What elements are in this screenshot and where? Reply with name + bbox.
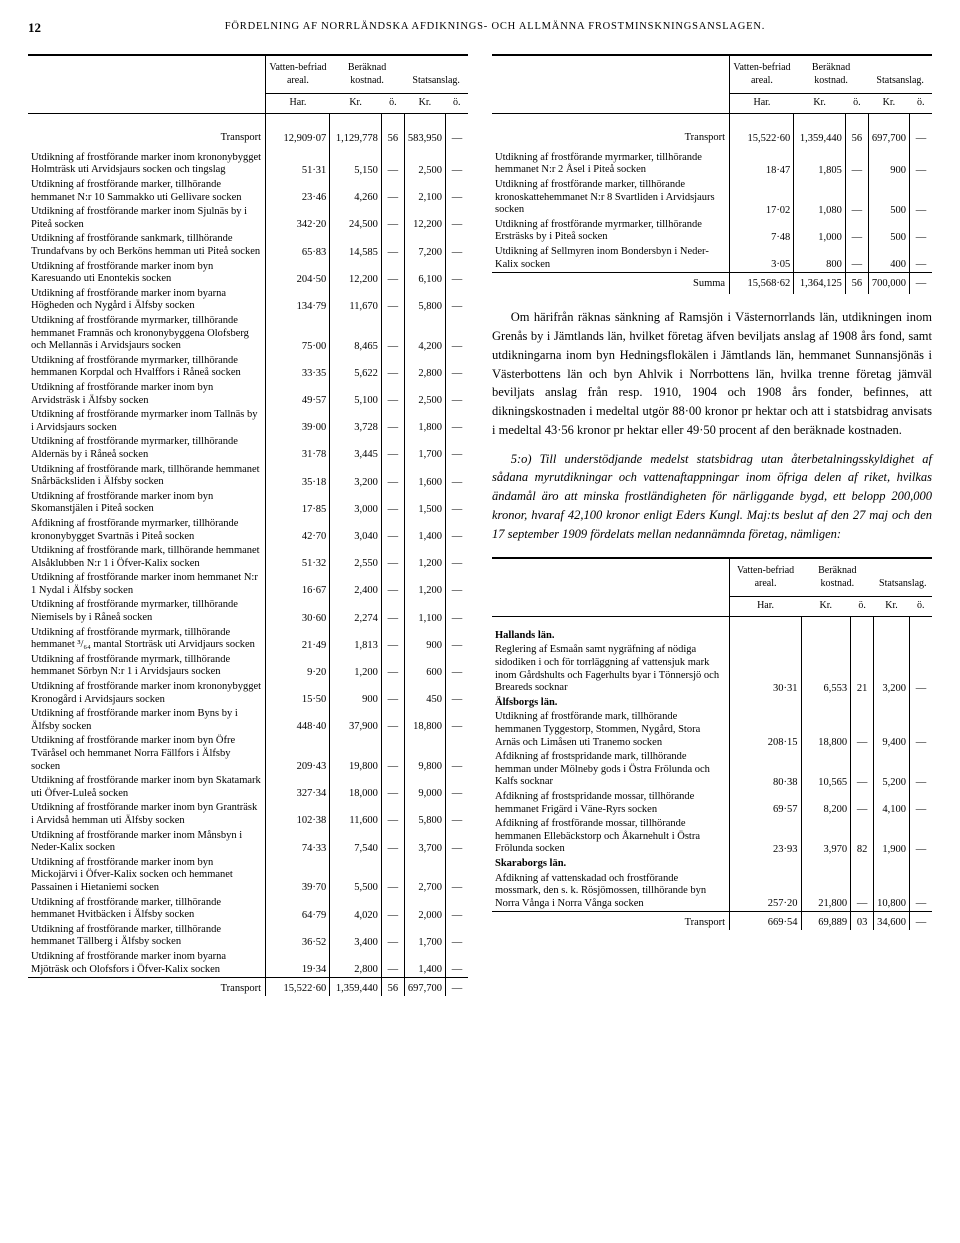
sub-o2: ö.	[446, 94, 469, 114]
table-row: Utdikning af frostförande marker, tillhö…	[492, 178, 932, 218]
table-row: Utdikning af frostförande marker inom Må…	[28, 829, 468, 856]
table-row: Reglering af Esmaån samt nygräfning af n…	[492, 643, 932, 695]
table-row: Utdikning af frostförande marker inom by…	[28, 381, 468, 408]
table-row: Utdikning af frostförande marker inom by…	[28, 490, 468, 517]
transport-row: Transport 15,522·60 1,359,440 56 697,700…	[492, 126, 932, 151]
col-header-anslag: Statsanslag.	[404, 55, 468, 94]
table-row: Utdikning af frostförande marker inom by…	[28, 774, 468, 801]
table-row: Utdikning af frostförande mark, tillhöra…	[28, 544, 468, 571]
right-column: Vatten-befriad areal. Beräknad kostnad. …	[492, 54, 932, 996]
table-row: Utdikning af frostförande myrmarker, til…	[492, 151, 932, 178]
table-row: Utdikning af frostförande myrmark, tillh…	[28, 653, 468, 680]
table-row: Utdikning af frostförande marker inom By…	[28, 707, 468, 734]
section-header-row: Älfsborgs län.	[492, 696, 932, 711]
col-header-kostnad: Beräknad kostnad.	[330, 55, 405, 94]
btm-transport-row: Transport669·5469,8890334,600—	[492, 912, 932, 931]
sub-kr: Kr.	[330, 94, 382, 114]
paragraph-2: 5:o) Till understödjande medelst statsbi…	[492, 450, 932, 544]
table-row: Utdikning af frostförande marker inom by…	[28, 801, 468, 828]
section-header-row: Hallands län.	[492, 629, 932, 644]
left-ledger-table: Vatten-befriad areal. Beräknad kostnad. …	[28, 54, 468, 996]
table-row: Utdikning af frostförande marker inom by…	[28, 260, 468, 287]
table-row: Utdikning af frostförande myrmark, tillh…	[28, 626, 468, 653]
sub-har: Har.	[266, 94, 330, 114]
table-row: Utdikning af frostförande mark, tillhöra…	[492, 710, 932, 750]
table-row: Afdikning af frostspridande mark, tillhö…	[492, 750, 932, 790]
table-row: Utdikning af frostförande marker inom he…	[28, 571, 468, 598]
table-row: Utdikning af frostförande marker inom Sj…	[28, 205, 468, 232]
right-ledger-table-top: Vatten-befriad areal. Beräknad kostnad. …	[492, 54, 932, 294]
table-row: Utdikning af frostförande marker, tillhö…	[28, 923, 468, 950]
table-row: Utdikning af frostförande marker inom by…	[28, 856, 468, 896]
col-header-areal: Vatten-befriad areal.	[266, 55, 330, 94]
page-number: 12	[28, 20, 58, 36]
table-row: Utdikning af frostförande myrmarker, til…	[28, 354, 468, 381]
table-row: Utdikning af frostförande myrmarker, til…	[28, 314, 468, 354]
table-row: Utdikning af frostförande marker inom by…	[28, 287, 468, 314]
table-row: Utdikning af frostförande marker, tillhö…	[28, 896, 468, 923]
page-title: FÖRDELNING AF NORRLÄNDSKA AFDIKNINGS- OC…	[58, 20, 932, 36]
sub-kr2: Kr.	[404, 94, 445, 114]
table-row: Afdikning af frostförande myrmarker, til…	[28, 517, 468, 544]
table-row: Utdikning af frostförande marker, tillhö…	[28, 178, 468, 205]
transport-row: Transport 12,909·07 1,129,778 56 583,950…	[28, 126, 468, 151]
table-row: Utdikning af frostförande marker inom kr…	[28, 151, 468, 178]
table-row: Afdikning af vattenskadad och frostföran…	[492, 872, 932, 912]
btm-transport-row: Transport15,522·601,359,44056697,700—	[28, 978, 468, 997]
table-row: Utdikning af frostförande myrmarker, til…	[492, 218, 932, 245]
table-row: Utdikning af frostförande sankmark, till…	[28, 232, 468, 259]
col-header-areal: Vatten-befriad areal.	[730, 55, 794, 94]
summa-row: Summa15,568·621,364,12556700,000—	[492, 273, 932, 295]
table-row: Afdikning af frostspridande mossar, till…	[492, 790, 932, 817]
body-text: Om härifrån räknas sänkning af Ramsjön i…	[492, 308, 932, 543]
paragraph-1: Om härifrån räknas sänkning af Ramsjön i…	[492, 308, 932, 439]
section-header-row: Skaraborgs län.	[492, 857, 932, 872]
col-header-kostnad: Beräknad kostnad.	[794, 55, 869, 94]
table-row: Utdikning af frostförande myrmarker inom…	[28, 408, 468, 435]
left-column: Vatten-befriad areal. Beräknad kostnad. …	[28, 54, 468, 996]
table-row: Utdikning af frostförande myrmarker, til…	[28, 435, 468, 462]
table-row: Afdikning af frostförande mossar, tillhö…	[492, 817, 932, 857]
table-row: Utdikning af Sellmyren inom Bondersbyn i…	[492, 245, 932, 273]
sub-o: ö.	[381, 94, 404, 114]
right-ledger-table-bottom: Vatten-befriad areal. Beräknad kostnad. …	[492, 557, 932, 930]
table-row: Utdikning af frostförande myrmarker, til…	[28, 598, 468, 625]
table-row: Utdikning af frostförande marker inom by…	[28, 734, 468, 774]
table-row: Utdikning af frostförande marker inom by…	[28, 950, 468, 978]
table-row: Utdikning af frostförande mark, tillhöra…	[28, 463, 468, 490]
col-header-anslag: Statsanslag.	[868, 55, 932, 94]
table-row: Utdikning af frostförande marker inom kr…	[28, 680, 468, 707]
